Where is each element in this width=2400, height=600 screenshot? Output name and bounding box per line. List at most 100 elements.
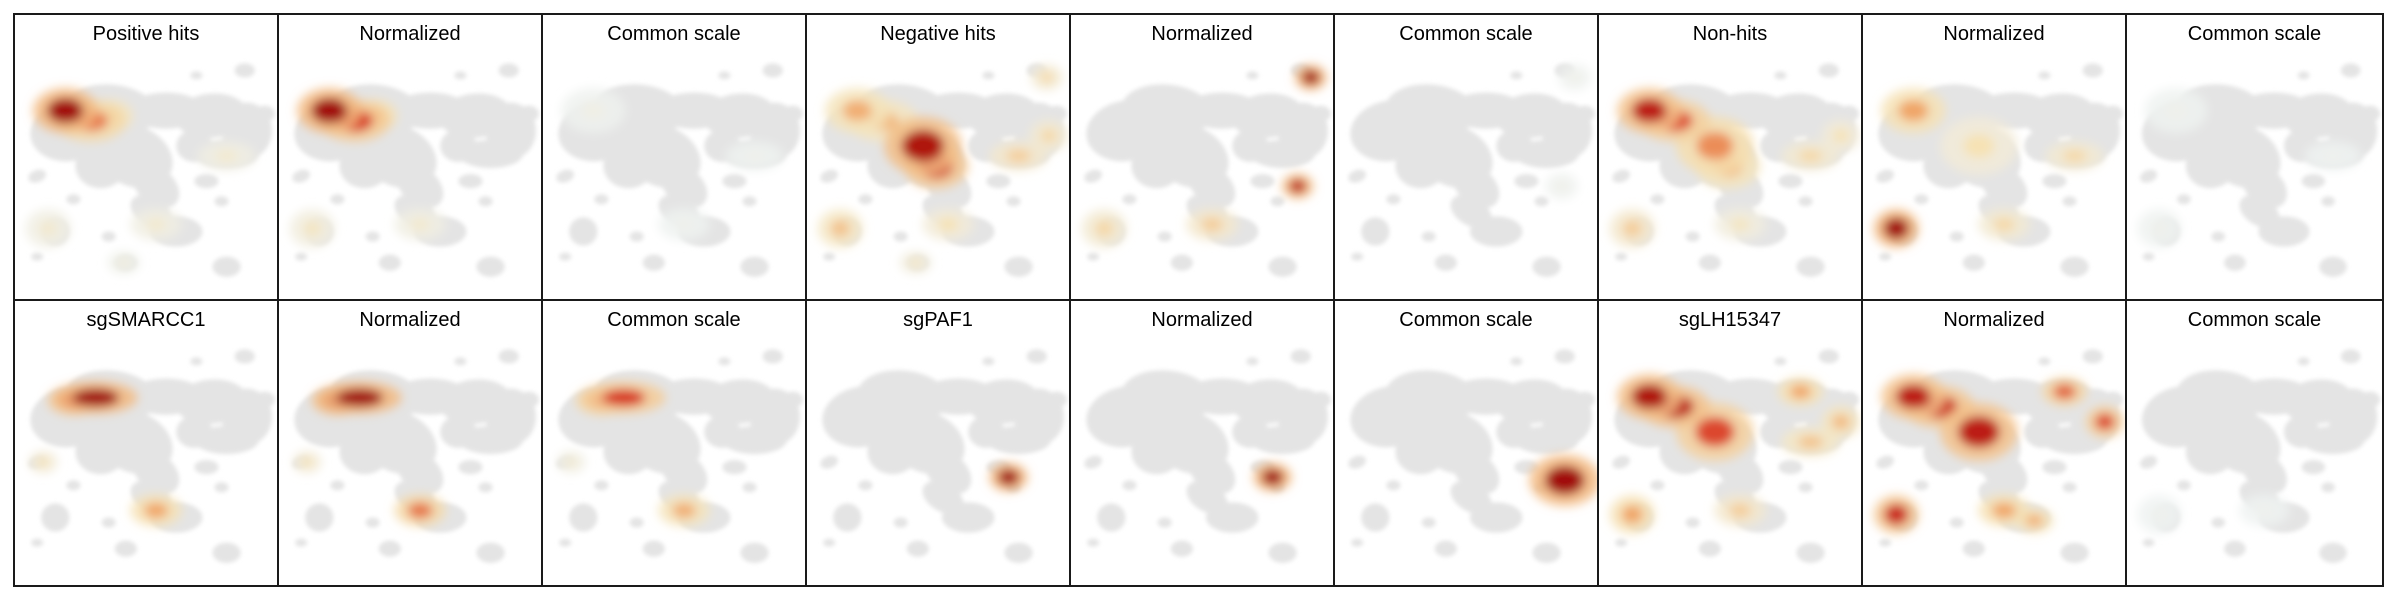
density-hotspot [901,129,945,162]
density-heat [25,88,256,274]
cell-cluster [982,71,995,80]
cell-cluster [1004,256,1033,277]
cell-cluster [1131,143,1182,189]
cell-cluster [1949,231,1964,242]
cell-cluster [454,71,467,80]
cell-cluster [1246,357,1259,366]
density-hotspot [1555,181,1568,191]
umap-panel: Common scale [2125,299,2384,587]
density-hotspot [601,389,646,407]
panel-title: Positive hits [92,23,200,45]
cell-cluster [1157,231,1172,242]
cell-cluster [1778,460,1803,475]
density-hotspot [581,102,605,119]
cell-cluster [458,174,483,189]
density-hotspot [1095,220,1114,237]
umap-density-plot [820,349,1067,563]
cell-cluster [1774,357,1787,366]
cell-cluster [893,231,908,242]
cell-cluster [1698,540,1721,557]
cell-cluster [2297,357,2310,366]
cell-cluster [2042,174,2067,189]
cell-cluster [1170,254,1193,271]
cell-cluster [2224,540,2246,557]
umap-density-plot [1873,63,2123,277]
density-hotspot [2053,384,2076,399]
density-hotspot [37,457,49,467]
umap-panel: Common scale [1333,13,1599,301]
density-hotspot [1898,100,1929,122]
cell-cluster [2062,482,2077,493]
density-heat [28,381,182,527]
cell-cloud [1084,349,1331,563]
density-heat [1609,374,1861,534]
cell-cluster [378,540,401,557]
umap-panel: Normalized [277,13,543,301]
cell-cluster [1270,196,1285,207]
density-hotspot [301,457,313,467]
cell-cluster [2177,480,2191,491]
density-heat [1873,374,2125,534]
cell-cluster [1097,503,1126,532]
cell-cluster [378,254,401,271]
cell-cluster [782,391,803,408]
density-hotspot [937,218,959,231]
cell-cluster [66,194,81,205]
cell-cluster [1876,455,1894,469]
cell-cluster [603,429,654,475]
cell-cluster [1395,429,1446,475]
density-hotspot [2164,102,2188,119]
cell-cluster [478,196,493,207]
cell-cluster [2340,349,2361,364]
cell-cluster [867,429,918,475]
density-hotspot [1301,70,1320,85]
cell-cluster [2176,370,2265,424]
density-hotspot [1201,217,1223,232]
cell-cluster [440,129,477,163]
umap-panel: Common scale [541,299,807,587]
cell-cluster [1615,538,1628,547]
cell-cluster [740,256,769,277]
cell-cloud [1084,63,1331,277]
cell-cluster [594,480,609,491]
cell-cluster [823,538,836,547]
cell-cluster [75,429,126,475]
cell-cluster [190,71,203,80]
cell-cluster [1004,542,1033,563]
umap-panel: Common scale [1333,299,1599,587]
density-hotspot [1730,218,1751,231]
density-hotspot [674,218,694,231]
cell-cluster [2102,391,2123,408]
cell-cluster [1574,105,1595,122]
density-hotspot [565,457,577,467]
cell-cluster [1650,480,1665,491]
density-heat [556,381,710,527]
density-hotspot [909,258,923,268]
cell-cluster [823,252,836,261]
cell-cluster [1386,480,1401,491]
cell-cluster [1615,252,1628,261]
density-heat [817,64,1069,274]
cell-cluster [1157,517,1172,528]
cell-cluster [642,540,665,557]
cell-cluster [906,540,929,557]
density-hotspot [1631,384,1668,410]
cell-cluster [603,143,654,189]
cell-cluster [1026,349,1047,364]
cell-cluster [194,174,219,189]
cell-cluster [2301,460,2326,475]
density-hotspot [1696,132,1734,160]
cell-cluster [1962,540,1985,557]
panel-title: Normalized [1943,23,2045,45]
cell-cluster [1421,231,1436,242]
cell-cluster [292,169,310,183]
umap-density-plot [1609,63,1861,277]
cell-cluster [2140,455,2158,469]
cell-cluster [742,482,757,493]
umap-panel: Normalized [1069,299,1335,587]
cell-cloud [556,349,803,563]
cell-cluster [718,357,731,366]
cell-cluster [476,256,505,277]
cell-cluster [1348,455,1366,469]
cell-cluster [31,538,44,547]
